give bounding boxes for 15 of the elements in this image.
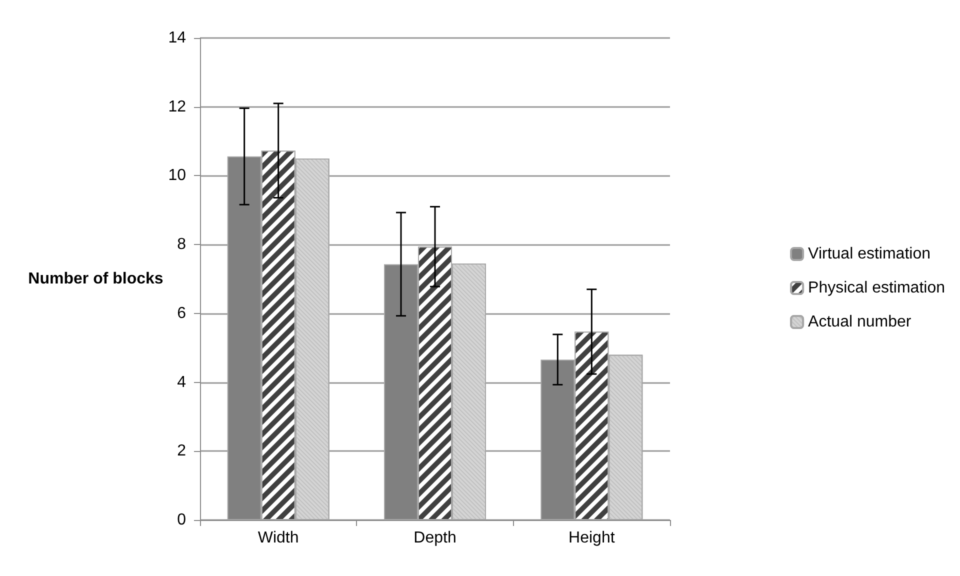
legend-label: Physical estimation bbox=[808, 280, 946, 296]
y-tick-label: 2 bbox=[177, 442, 186, 460]
y-tick-label: 6 bbox=[177, 304, 186, 322]
x-tick-label: Depth bbox=[414, 530, 456, 546]
legend-label: Virtual estimation bbox=[808, 246, 930, 262]
legend-label: Actual number bbox=[808, 314, 912, 330]
y-tick-label: 14 bbox=[168, 30, 186, 46]
y-tick-label: 8 bbox=[177, 236, 186, 254]
y-tick-label: 10 bbox=[168, 167, 186, 184]
y-tick-label: 4 bbox=[177, 374, 186, 391]
y-axis-title: Number of blocks bbox=[28, 270, 164, 288]
x-tick-label: Height bbox=[568, 530, 616, 546]
y-tick-label: 0 bbox=[177, 512, 186, 528]
y-tick-label: 12 bbox=[168, 98, 186, 116]
x-tick-label: Width bbox=[258, 530, 299, 546]
